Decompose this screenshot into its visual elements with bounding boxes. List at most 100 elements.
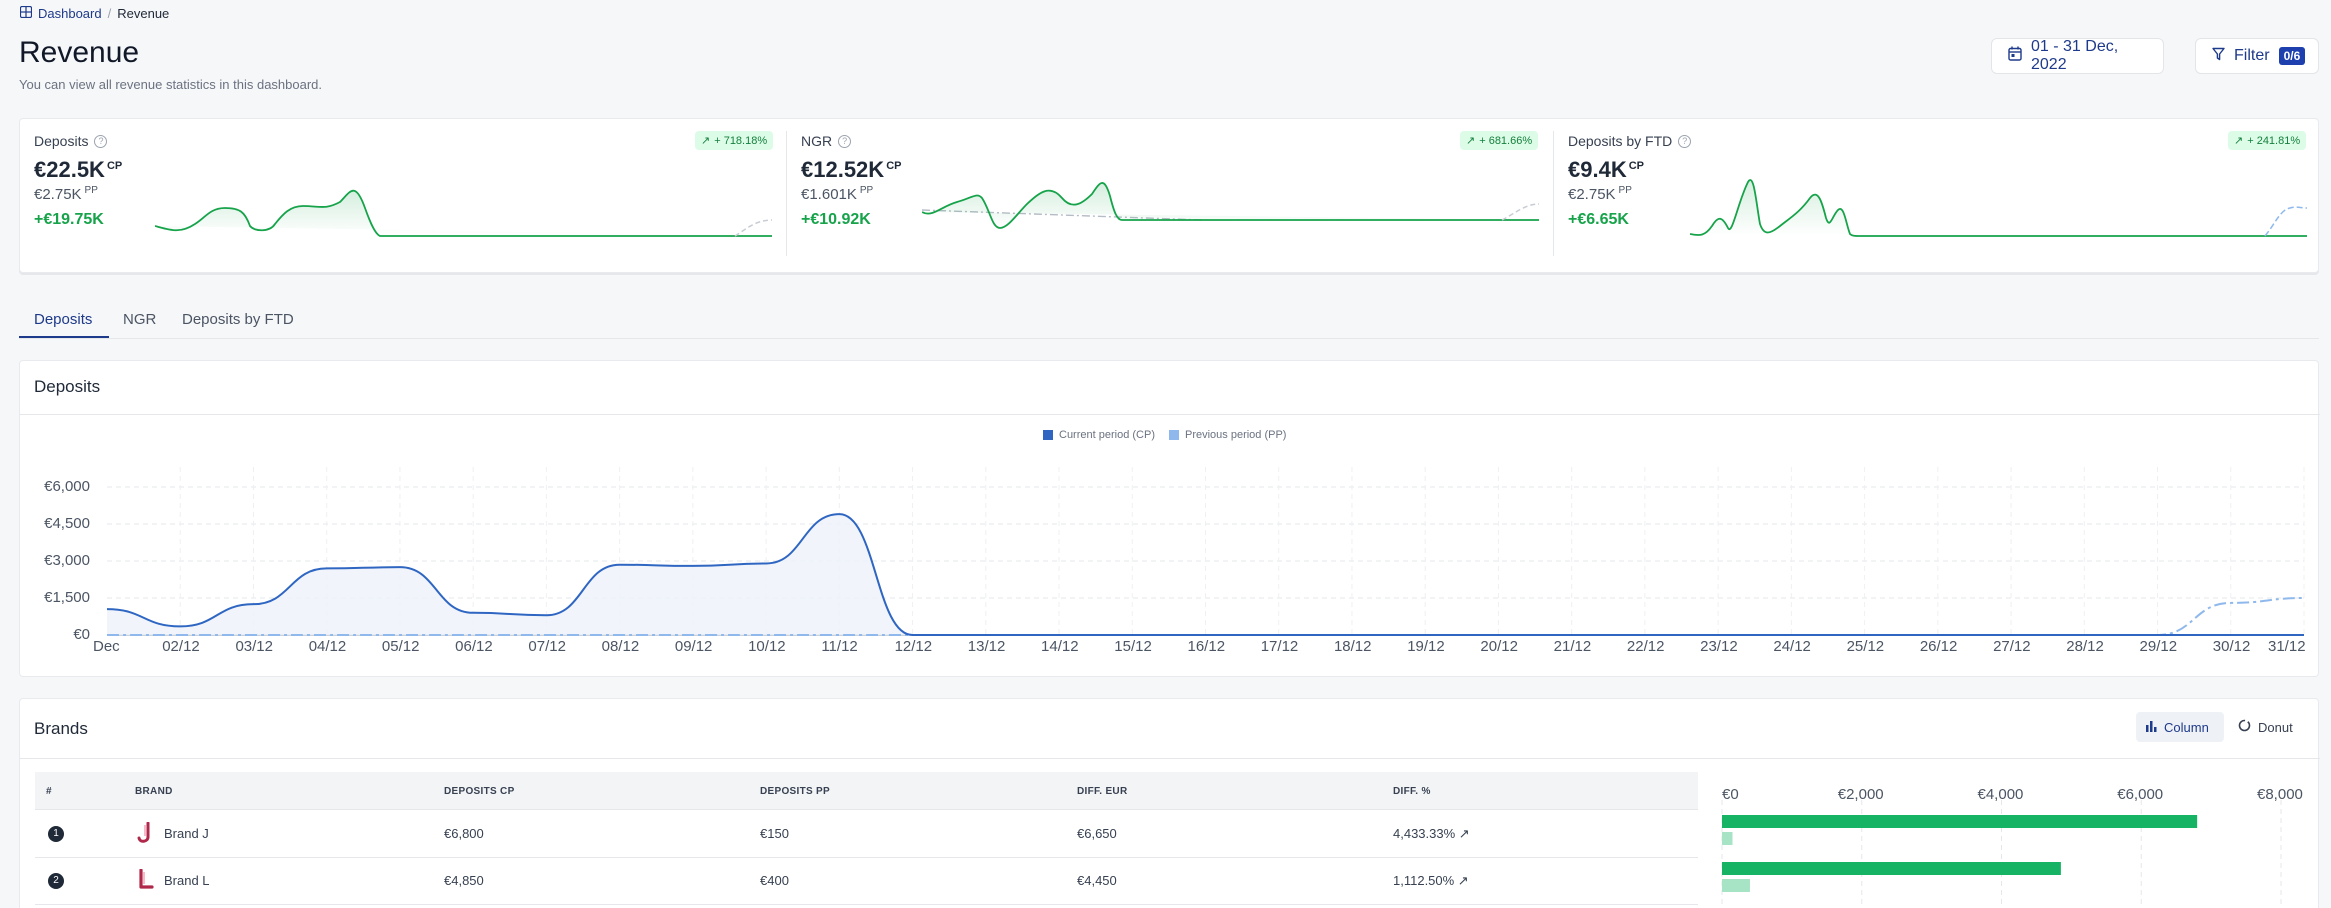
filter-label: Filter (2234, 47, 2270, 64)
col-deposits-cp[interactable]: DEPOSITS CP (444, 786, 515, 797)
view-donut-button[interactable]: Donut (2234, 712, 2312, 742)
kpi-pp-sup: PP (1618, 185, 1632, 196)
col-brand[interactable]: BRAND (135, 786, 173, 797)
kpi-card (19, 118, 2319, 273)
brands-bar-chart (1721, 800, 2282, 908)
diff-pct: 4,433.33% ↗ (1393, 826, 1470, 841)
brands-table-header (35, 772, 1698, 810)
x-tick-label: 29/12 (2139, 638, 2178, 655)
kpi-value: €12.52K (801, 157, 885, 182)
kpi-sparkline (922, 182, 1539, 229)
kpi-pp: €2.75K (1568, 186, 1616, 203)
kpi-value-sup: CP (886, 159, 902, 172)
kpi-change-badge: ↗ + 718.18% (695, 131, 774, 150)
tab-deposits[interactable]: Deposits (34, 311, 93, 328)
kpi-change-badge: ↗ + 681.66% (1460, 131, 1539, 150)
x-tick-label: 07/12 (528, 638, 566, 655)
x-tick-label: 05/12 (381, 638, 420, 655)
dashboard-grid-icon (19, 5, 33, 21)
x-tick-label: 16/12 (1187, 638, 1226, 655)
x-tick-label: 11/12 (821, 638, 858, 655)
kpi-diff: +€6.65K (1568, 211, 1629, 228)
help-icon[interactable]: ? (838, 134, 852, 148)
x-tick-label: 15/12 (1114, 638, 1152, 655)
tab-active-indicator (19, 336, 109, 338)
view-column-label: Column (2164, 719, 2209, 735)
x-tick-label: 21/12 (1553, 638, 1592, 655)
legend-swatch-pp (1168, 430, 1179, 440)
x-tick-label: 22/12 (1626, 638, 1665, 655)
donut-icon (2238, 719, 2251, 735)
x-tick-label: 10/12 (748, 638, 786, 655)
col-deposits-pp[interactable]: DEPOSITS PP (760, 786, 830, 797)
brands-title: Brands (34, 719, 88, 738)
diff-eur: €4,450 (1077, 873, 1117, 888)
view-donut-label: Donut (2258, 719, 2293, 735)
y-tick-label: €4,500 (44, 515, 90, 532)
bar-cp[interactable] (1722, 862, 2061, 875)
bar-axis-label: €8,000 (2257, 786, 2303, 803)
x-tick-label: 19/12 (1407, 638, 1445, 655)
view-column-button[interactable]: Column (2136, 712, 2224, 742)
trend-up-icon: ↗ (701, 135, 711, 147)
bar-pp[interactable] (1722, 879, 1750, 892)
rank-badge: 1 (48, 826, 64, 842)
x-tick-label: 12/12 (894, 638, 933, 655)
table-row[interactable] (35, 811, 1698, 858)
kpi-label: NGR (801, 133, 833, 149)
kpi-value: €22.5K (34, 157, 105, 182)
kpi-pp-sup: PP (84, 185, 98, 196)
filter-icon (2212, 47, 2225, 66)
table-row[interactable] (35, 858, 1698, 905)
tab-deposits-by-ftd[interactable]: Deposits by FTD (182, 311, 294, 328)
brand-l-logo-icon (136, 868, 154, 896)
x-tick-label: 08/12 (601, 638, 640, 655)
trend-up-icon: ↗ (1466, 135, 1476, 147)
x-tick-label: 31/12 (2268, 638, 2306, 655)
breadcrumb-home-link[interactable]: Dashboard (38, 6, 102, 21)
diff-eur: €6,650 (1077, 826, 1117, 841)
date-range-button[interactable]: 01 - 31 Dec, 2022 (1991, 38, 2164, 74)
deposits-pp: €400 (760, 873, 789, 888)
y-tick-label: €3,000 (44, 552, 90, 569)
kpi-deposits-by-ftd: Deposits by FTD? €9.4K CP €2.75K PP +€6.65… (1568, 133, 1692, 229)
x-tick-label: 23/12 (1700, 638, 1738, 655)
rank-badge: 2 (48, 873, 64, 889)
kpi-pp-sup: PP (859, 185, 874, 196)
kpi-sparkline (1690, 179, 2307, 237)
series-area-cp (107, 514, 2304, 635)
x-tick-label: 30/12 (2212, 638, 2251, 655)
filter-button[interactable]: Filter 0/6 (2195, 38, 2319, 74)
kpi-deposits: Deposits? €22.5K CP €2.75K PP +€19.75K (34, 133, 122, 229)
kpi-ngr: NGR? €12.52K CP €1.601K PP +€10.92K (801, 133, 901, 229)
kpi-diff: +€10.92K (801, 211, 871, 228)
tab-ngr[interactable]: NGR (123, 311, 157, 328)
kpi-diff: +€19.75K (34, 211, 104, 228)
y-tick-label: €1,500 (44, 589, 90, 606)
col-diff-eur[interactable]: DIFF. EUR (1077, 786, 1128, 797)
x-tick-label: 02/12 (162, 638, 200, 655)
bar-axis-label: €4,000 (1977, 786, 2024, 803)
legend-label-cp[interactable]: Current period (CP) (1059, 429, 1155, 441)
legend-swatch-cp (1043, 430, 1053, 440)
breadcrumb-separator: / (107, 6, 112, 21)
x-tick-label: 17/12 (1260, 638, 1299, 655)
help-icon[interactable]: ? (94, 134, 108, 148)
col-diff-pct[interactable]: DIFF. % (1393, 786, 1431, 797)
bar-cp[interactable] (1722, 815, 2198, 828)
x-tick-label: 14/12 (1041, 638, 1079, 655)
x-tick-label: 24/12 (1773, 638, 1811, 655)
help-icon[interactable]: ? (1678, 134, 1692, 148)
x-tick-label: 27/12 (1993, 638, 2031, 655)
brand-name: Brand J (164, 826, 209, 841)
x-tick-label: 18/12 (1333, 638, 1372, 655)
kpi-value-sup: CP (1628, 159, 1644, 172)
bar-pp[interactable] (1722, 832, 1733, 845)
bar-axis-label: €0 (1722, 786, 1739, 803)
col-rank: # (46, 786, 52, 797)
legend-label-pp[interactable]: Previous period (PP) (1184, 429, 1287, 441)
diff-pct: 1,112.50% ↗ (1393, 873, 1469, 888)
kpi-label: Deposits by FTD (1568, 133, 1673, 149)
deposits-pp: €150 (760, 826, 789, 841)
chart-legend: Current period (CP) Previous period (PP) (1043, 429, 1286, 441)
